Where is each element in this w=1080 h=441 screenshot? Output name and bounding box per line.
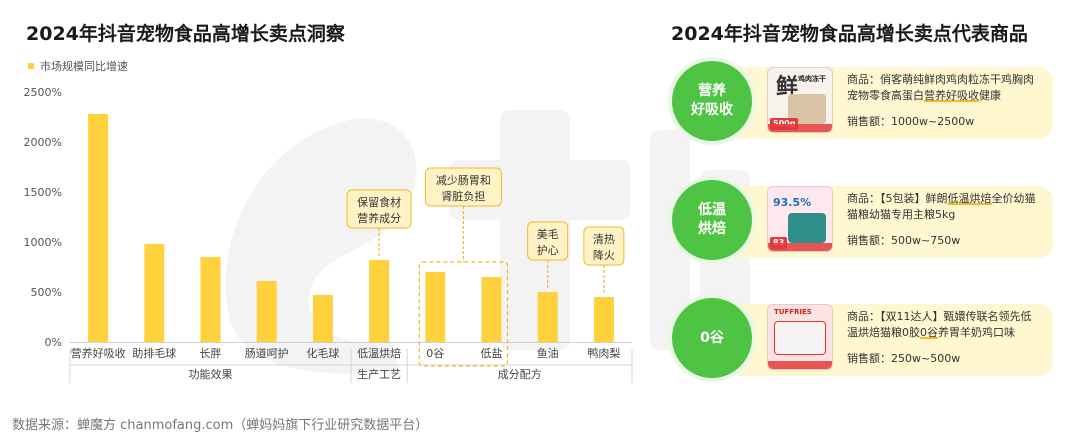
y-tick-label: 2500%: [24, 86, 62, 99]
group-label: 成分配方: [498, 367, 542, 381]
callout-box: [424, 167, 502, 207]
product-image-headline: 鲜: [776, 75, 799, 100]
product-image-headline: TUFFRIES: [774, 308, 812, 316]
selling-point-tag: 0谷: [672, 298, 752, 378]
callout-text: 肾脏负担: [441, 189, 485, 203]
callout-text: 美毛: [537, 228, 559, 241]
group-label: 功能效果: [189, 367, 233, 381]
product-description-text: 健康: [979, 89, 1001, 102]
product-keyword-highlight: 营养好吸收: [924, 89, 979, 102]
y-tick-label: 1500%: [24, 186, 62, 199]
selling-point-tag: 营养 好吸收: [672, 61, 752, 141]
selling-point-tag-text: 烘焙: [698, 221, 726, 237]
highlight-box: [418, 261, 509, 367]
callout-text: 清热: [593, 233, 615, 246]
bar: [88, 114, 109, 342]
chart-legend: 市场规模同比增速: [28, 58, 128, 74]
callout-text: 护心: [537, 243, 559, 257]
x-tick-label: 低温烘焙: [357, 346, 401, 360]
product-card: 低温烘焙93.5%83商品：【5包装】鲜朗低温烘焙全价幼猫猫粮幼猫专用主粮5kg…: [672, 180, 1053, 260]
product-description-text: 商品：【双11达人】甄嬛传联名领先低温烘焙猫粮0胶: [847, 310, 1032, 339]
product-image-strip: [768, 124, 832, 132]
product-keyword-highlight: 低温烘焙: [947, 192, 992, 205]
product-card: 营养好吸收鲜鸡肉冻干500g商品：俏客萌纯鲜肉鸡肉粒冻干鸡胸肉宠物零食高蛋白营养…: [672, 61, 1053, 141]
callout-box: [583, 226, 625, 266]
bar: [144, 244, 165, 342]
product-image: 鲜鸡肉冻干500g: [767, 67, 833, 133]
product-image: 93.5%83: [767, 186, 833, 252]
product-description-text: 养胃羊奶鸡口味: [938, 326, 1015, 339]
bar: [425, 272, 446, 342]
bar: [312, 295, 333, 342]
x-tick-label: 长胖: [200, 347, 222, 360]
product-keyword-highlight: 0谷: [920, 326, 938, 339]
product-image-strip: [768, 243, 832, 251]
product-sales: 销售额：1000w~2500w: [847, 115, 975, 128]
product-card: 0谷 TUFFRIES 商品：【双11达人】甄嬛传联名领先低温烘焙猫粮0胶0谷养胃羊…: [672, 298, 1053, 378]
product-description-text: 全价幼猫猫粮幼猫专用主粮5kg: [847, 192, 1036, 221]
selling-point-tag-text: 0谷: [700, 329, 724, 346]
product-sales: 销售额：500w~750w: [847, 234, 961, 247]
product-sales: 销售额：250w~500w: [847, 352, 961, 365]
group-label: 生产工艺: [357, 367, 401, 381]
x-tick-label: 化毛球: [306, 346, 339, 360]
selling-point-tag-text: 低温: [698, 202, 726, 218]
y-tick-label: 1000%: [24, 236, 62, 249]
callout-text: 保留食材: [357, 195, 401, 209]
x-tick-label: 营养好吸收: [71, 346, 126, 360]
bar: [537, 292, 558, 342]
product-package: [788, 213, 826, 243]
product-description-text: 商品：俏客萌纯鲜肉鸡肉粒冻干鸡胸肉宠物零食高蛋白: [847, 73, 1034, 102]
bar: [593, 297, 614, 342]
product-image-strip: [768, 361, 832, 369]
product-package: [774, 321, 826, 355]
product-image-headline: 93.5%: [773, 196, 812, 209]
legend-label: 市场规模同比增速: [40, 60, 128, 73]
bar: [369, 260, 390, 342]
legend-swatch: [28, 63, 34, 69]
bar: [200, 257, 221, 342]
selling-point-tag-text: 好吸收: [691, 102, 733, 118]
callout-text: 减少肠胃和: [436, 174, 491, 187]
selling-point-tag: 低温 烘焙: [672, 180, 752, 260]
callout-box: [346, 189, 412, 229]
product-description: 商品：俏客萌纯鲜肉鸡肉粒冻干鸡胸肉宠物零食高蛋白营养好吸收健康: [847, 72, 1042, 104]
bar: [256, 281, 277, 342]
x-tick-label: 0谷: [426, 347, 444, 360]
callout-box: [527, 221, 569, 261]
y-tick-label: 0%: [45, 336, 62, 349]
product-image: TUFFRIES: [767, 304, 833, 370]
product-description-text: 商品：【5包装】鲜朗: [847, 192, 948, 205]
callout-text: 营养成分: [357, 211, 401, 225]
x-tick-label: 肠道呵护: [245, 346, 289, 360]
selling-point-tag-text: 营养: [698, 83, 726, 99]
y-tick-label: 2000%: [24, 136, 62, 149]
x-tick-label: 鱼油: [537, 346, 559, 360]
x-tick-label: 助排毛球: [132, 346, 176, 360]
chart-title: 2024年抖音宠物食品高增长卖点洞察: [26, 23, 345, 45]
x-tick-label: 低盐: [481, 347, 503, 360]
product-description: 商品：【双11达人】甄嬛传联名领先低温烘焙猫粮0胶0谷养胃羊奶鸡口味: [847, 309, 1042, 341]
callout-text: 降火: [593, 248, 615, 262]
x-tick-label: 鸭肉梨: [587, 346, 620, 360]
products-title: 2024年抖音宠物食品高增长卖点代表商品: [671, 23, 1028, 45]
bar-chart: 2500% 2000% 1500% 1000% 500% 0% 营养好吸收 助排毛球 长胖 肠道呵…: [24, 86, 633, 383]
bar: [481, 277, 502, 342]
data-source-note: 数据来源：蝉魔方 chanmofang.com（蝉妈妈旗下行业研究数据平台）: [12, 418, 429, 433]
product-image-label: 鸡肉冻干: [798, 75, 826, 83]
product-description: 商品：【5包装】鲜朗低温烘焙全价幼猫猫粮幼猫专用主粮5kg: [847, 191, 1042, 223]
y-tick-label: 500%: [31, 286, 62, 299]
